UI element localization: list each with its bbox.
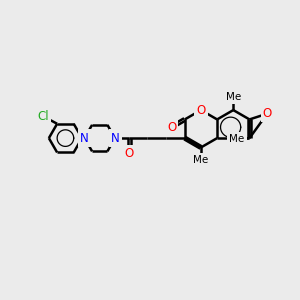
- Text: O: O: [125, 147, 134, 160]
- Text: O: O: [167, 121, 176, 134]
- Text: Cl: Cl: [38, 110, 49, 123]
- Text: O: O: [262, 107, 272, 120]
- Text: N: N: [80, 132, 89, 145]
- Text: Me: Me: [193, 155, 208, 165]
- Text: O: O: [196, 103, 206, 117]
- Text: N: N: [111, 132, 119, 145]
- Text: Me: Me: [226, 92, 241, 102]
- Text: Me: Me: [229, 134, 244, 144]
